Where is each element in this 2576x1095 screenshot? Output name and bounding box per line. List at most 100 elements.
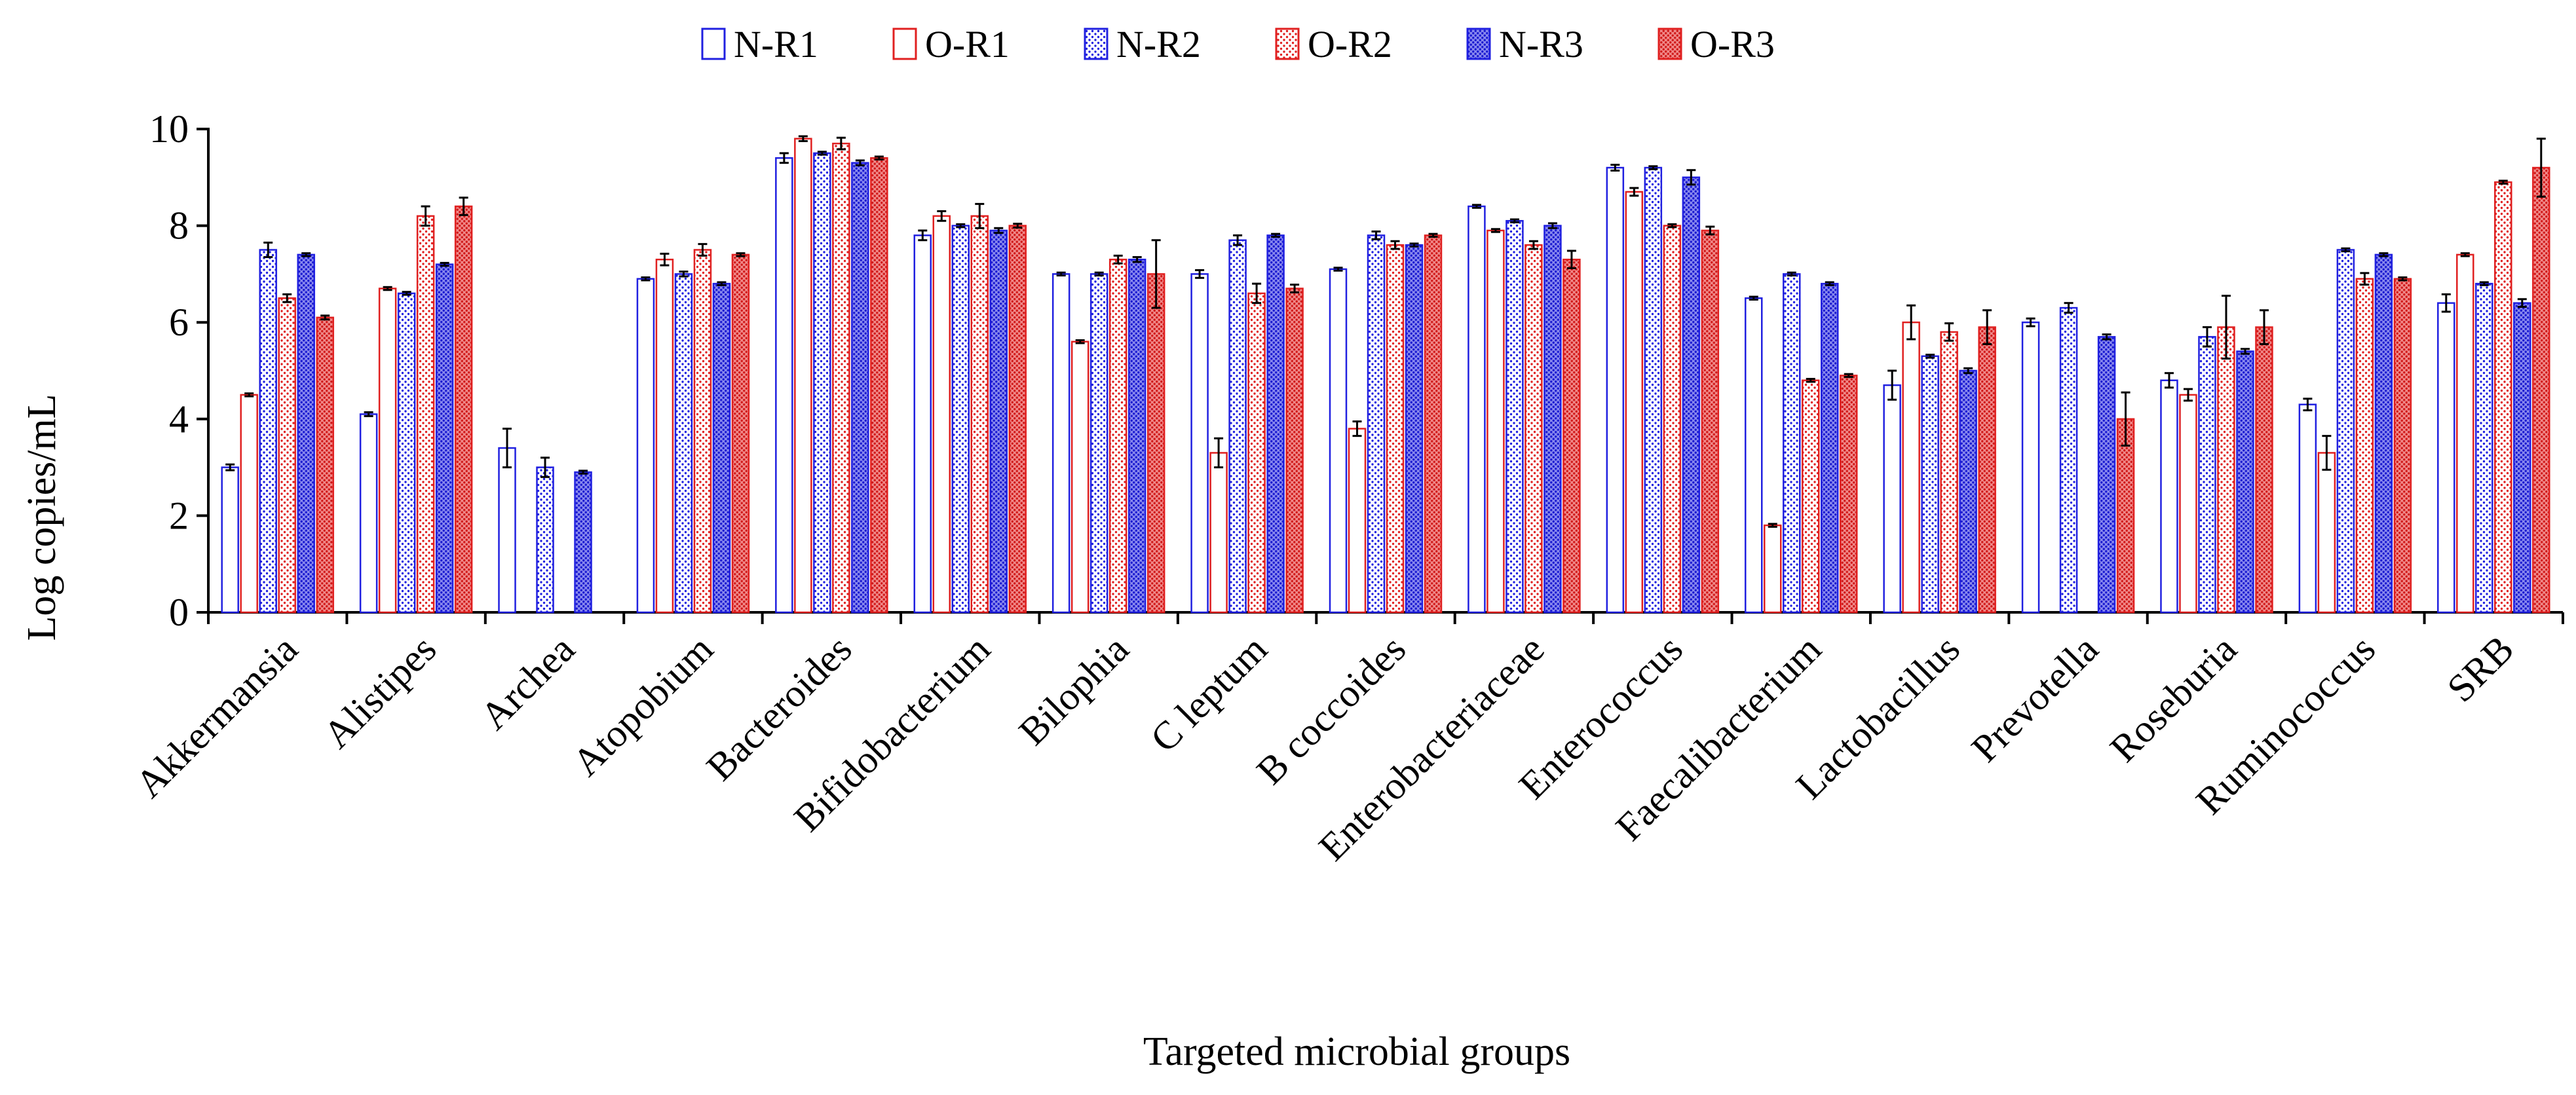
bar-o-r3-lactobacillus — [1978, 326, 1996, 614]
bar-n-r2-c-leptum — [1228, 239, 1247, 614]
x-label-roseburia: Roseburia — [2102, 627, 2245, 771]
x-label-atopobium: Atopobium — [564, 627, 721, 785]
bar-n-r2-archea — [536, 466, 554, 614]
x-label-alistipes: Alistipes — [315, 627, 445, 757]
bar-o-r2-atopobium — [693, 249, 712, 614]
bar-n-r2-atopobium — [674, 273, 693, 614]
bar-o-r2-bilophia — [1108, 259, 1127, 614]
bar-n-r2-alistipes — [397, 292, 416, 614]
bar-o-r3-ruminococcus — [2393, 278, 2412, 614]
bar-o-r2-b-coccoides — [1386, 244, 1405, 614]
bar-n-r1-atopobium — [636, 278, 655, 614]
x-label-c-leptum: C leptum — [1142, 627, 1275, 760]
bar-o-r2-alistipes — [416, 215, 435, 614]
bar-o-r2-faecalibacterium — [1801, 379, 1820, 614]
bar-n-r2-faecalibacterium — [1782, 273, 1801, 614]
x-label-archea: Archea — [472, 627, 583, 738]
bar-o-r1-srb — [2456, 253, 2474, 614]
bar-n-r3-enterococcus — [1682, 176, 1701, 614]
x-label-srb: SRB — [2439, 627, 2522, 711]
bar-n-r3-roseburia — [2236, 350, 2254, 614]
bar-o-r3-enterobacteriaceae — [1563, 259, 1581, 614]
bar-o-r1-b-coccoides — [1348, 428, 1367, 614]
bar-o-r3-enterococcus — [1701, 229, 1720, 614]
bar-n-r1-akkermansia — [221, 466, 239, 614]
bars — [221, 135, 2550, 614]
bar-n-r1-enterobacteriaceae — [1468, 205, 1486, 614]
bar-o-r2-ruminococcus — [2355, 278, 2374, 614]
y-tick-label-0: 0 — [169, 591, 189, 634]
bar-n-r2-srb — [2475, 282, 2493, 614]
bar-n-r3-prevotella — [2097, 336, 2116, 614]
x-label-prevotella: Prevotella — [1963, 627, 2107, 771]
bar-n-r3-c-leptum — [1266, 234, 1285, 614]
bar-n-r2-b-coccoides — [1367, 234, 1386, 614]
x-axis-title: Targeted microbial groups — [1143, 1030, 1570, 1074]
bar-o-r2-c-leptum — [1247, 292, 1266, 614]
legend-label-n-r3: N-R3 — [1499, 23, 1583, 65]
bar-o-r3-c-leptum — [1285, 288, 1304, 614]
legend-swatch-o-r2 — [1275, 28, 1300, 60]
bar-n-r2-bacteroides — [813, 152, 831, 614]
bar-n-r3-bilophia — [1127, 259, 1146, 614]
y-tick-label-8: 8 — [169, 204, 189, 248]
bar-o-r3-akkermansia — [316, 316, 334, 614]
legend-label-o-r3: O-R3 — [1690, 23, 1775, 65]
bar-n-r3-bacteroides — [851, 162, 869, 614]
bar-o-r3-bifidobacterium — [1008, 225, 1027, 614]
bar-o-r2-lactobacillus — [1940, 331, 1958, 614]
bar-o-r1-bilophia — [1070, 341, 1089, 614]
legend-swatch-o-r1 — [892, 28, 917, 60]
bar-o-r3-roseburia — [2255, 326, 2273, 614]
bar-n-r1-srb — [2437, 302, 2455, 614]
legend-swatch-o-r3 — [1657, 28, 1682, 60]
bar-o-r1-bacteroides — [794, 138, 812, 614]
y-axis-title: Log copies/mL — [20, 394, 64, 640]
bar-o-r3-srb — [2532, 166, 2550, 614]
bar-o-r2-bacteroides — [832, 142, 850, 614]
bar-n-r1-prevotella — [2021, 321, 2040, 614]
bar-n-r3-atopobium — [712, 282, 731, 614]
bar-o-r2-roseburia — [2217, 326, 2235, 614]
bar-n-r2-roseburia — [2198, 336, 2216, 614]
bar-n-r1-archea — [498, 447, 516, 614]
legend-label-n-r2: N-R2 — [1116, 23, 1201, 65]
legend-swatch-n-r3 — [1466, 28, 1491, 60]
y-tick-label-4: 4 — [169, 398, 189, 441]
bar-n-r2-enterococcus — [1644, 166, 1663, 614]
x-axis: Akkermansia Alistipes ArcheaAtopobiumBacte… — [127, 611, 2564, 869]
bar-n-r3-faecalibacterium — [1820, 282, 1839, 614]
legend-label-o-r2: O-R2 — [1308, 23, 1392, 65]
bar-n-r2-lactobacillus — [1921, 355, 1939, 614]
legend-label-o-r1: O-R1 — [925, 23, 1010, 65]
bar-n-r1-enterococcus — [1606, 166, 1625, 614]
legend-swatch-n-r1 — [701, 28, 726, 60]
bar-n-r1-roseburia — [2160, 379, 2178, 614]
bar-o-r3-atopobium — [731, 253, 750, 614]
bar-o-r3-alistipes — [454, 205, 473, 614]
bar-n-r1-bilophia — [1051, 273, 1070, 614]
bar-n-r1-faecalibacterium — [1744, 297, 1763, 614]
bar-n-r1-lactobacillus — [1883, 384, 1901, 614]
bar-o-r3-bacteroides — [870, 157, 888, 614]
bar-n-r2-bifidobacterium — [951, 225, 970, 614]
bar-o-r1-faecalibacterium — [1763, 524, 1782, 614]
bar-o-r2-akkermansia — [278, 297, 296, 614]
bar-o-r1-akkermansia — [240, 394, 258, 614]
bar-n-r1-c-leptum — [1190, 273, 1209, 614]
bar-o-r2-srb — [2494, 181, 2512, 614]
y-tick-label-2: 2 — [169, 494, 189, 537]
y-tick-label-10: 10 — [149, 107, 189, 151]
bar-o-r1-lactobacillus — [1902, 321, 1920, 614]
legend-label-n-r1: N-R1 — [734, 23, 818, 65]
bar-o-r1-enterobacteriaceae — [1487, 229, 1505, 614]
bar-n-r1-alistipes — [359, 413, 378, 614]
bar-n-r2-enterobacteriaceae — [1506, 219, 1524, 614]
legend: N-R1 O-R1 N-R2 O-R2 N-R3 O-R3 — [701, 23, 1775, 65]
bar-o-r1-bifidobacterium — [932, 215, 951, 614]
bar-n-r3-bifidobacterium — [989, 229, 1008, 614]
bar-n-r3-ruminococcus — [2374, 253, 2393, 614]
y-axis: 0 2 4 6 8 10 — [149, 107, 210, 634]
bar-o-r1-ruminococcus — [2317, 452, 2336, 614]
bar-n-r3-akkermansia — [297, 253, 315, 614]
